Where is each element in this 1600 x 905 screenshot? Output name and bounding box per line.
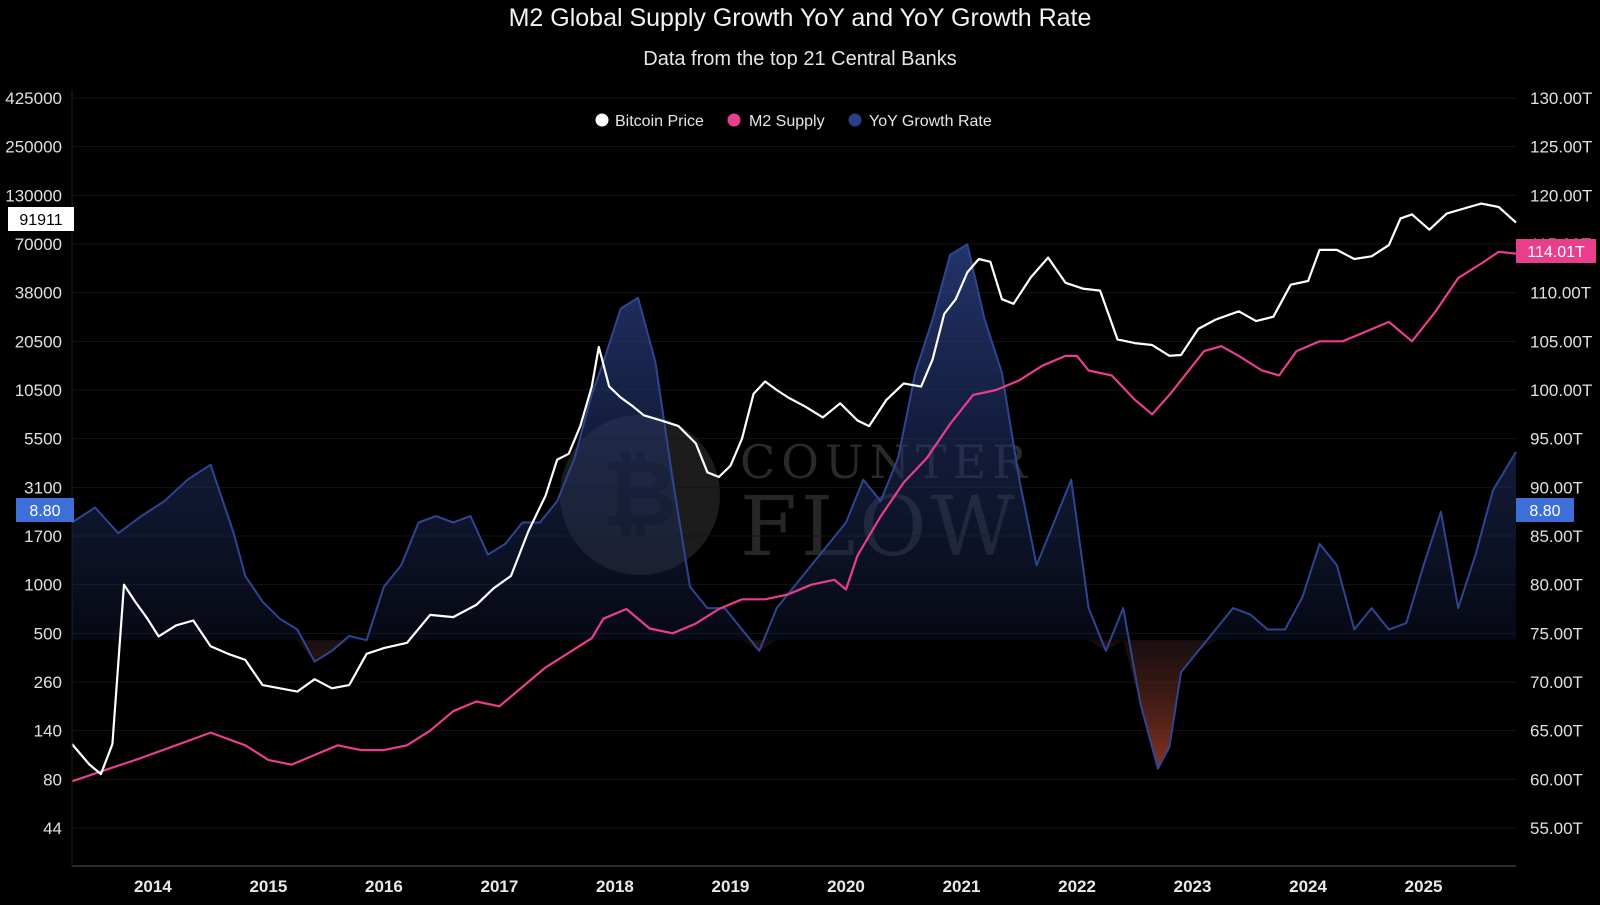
x-tick-label: 2021: [943, 877, 981, 896]
yoy-area: [72, 244, 1516, 769]
yoy-right-value-badge: 8.80: [1516, 498, 1574, 522]
y-left-tick-label: 425000: [5, 89, 62, 108]
legend: Bitcoin Price M2 Supply YoY Growth Rate: [595, 113, 992, 130]
y-left-tick-label: 5500: [24, 430, 62, 449]
y-left-tick-label: 38000: [15, 284, 62, 303]
yoy-right-badge-bg: [1516, 498, 1574, 522]
y-left-tick-label: 70000: [15, 235, 62, 254]
y-right-tick-label: 60.00T: [1530, 770, 1583, 789]
m2-badge-bg: [1516, 239, 1596, 263]
m2-value-badge: 114.01T: [1516, 239, 1596, 263]
x-tick-label: 2016: [365, 877, 403, 896]
chart-subtitle: Data from the top 21 Central Banks: [643, 48, 957, 70]
y-left-tick-label: 1700: [24, 527, 62, 546]
legend-marker-yoy: [848, 113, 862, 127]
x-tick-label: 2018: [596, 877, 634, 896]
y-left-tick-label: 44: [43, 819, 62, 838]
x-tick-label: 2024: [1289, 877, 1327, 896]
yoy-series: [71, 243, 1517, 770]
legend-label-m2[interactable]: M2 Supply: [749, 113, 825, 130]
y-right-tick-label: 105.00T: [1530, 332, 1592, 351]
gridlines: [72, 97, 1516, 829]
yoy-left-badge-text: 8.80: [29, 503, 60, 520]
y-right-tick-label: 55.00T: [1530, 819, 1583, 838]
y-left-tick-label: 250000: [5, 138, 62, 157]
y-right-tick-label: 130.00T: [1530, 89, 1592, 108]
legend-marker-m2: [727, 113, 741, 127]
y-right-tick-label: 75.00T: [1530, 624, 1583, 643]
x-tick-label: 2022: [1058, 877, 1096, 896]
x-tick-label: 2025: [1405, 877, 1443, 896]
y-right-tick-label: 95.00T: [1530, 430, 1583, 449]
yoy-right-badge-text: 8.80: [1529, 503, 1560, 520]
bitcoin-badge-text: 91911: [19, 212, 62, 229]
x-tick-label: 2015: [249, 877, 287, 896]
y-left-tick-label: 140: [34, 722, 62, 741]
y-right-tick-label: 85.00T: [1530, 527, 1583, 546]
bitcoin-line: [71, 202, 1517, 776]
legend-label-bitcoin[interactable]: Bitcoin Price: [615, 113, 704, 130]
x-tick-label: 2023: [1174, 877, 1212, 896]
y-left-tick-label: 260: [34, 673, 62, 692]
x-tick-label: 2017: [481, 877, 519, 896]
y-right-tick-label: 70.00T: [1530, 673, 1583, 692]
x-tick-label: 2019: [712, 877, 750, 896]
chart-title: M2 Global Supply Growth YoY and YoY Grow…: [508, 4, 1092, 32]
y-right-tick-label: 65.00T: [1530, 722, 1583, 741]
legend-label-yoy[interactable]: YoY Growth Rate: [869, 113, 992, 130]
y-right-tick-label: 80.00T: [1530, 576, 1583, 595]
y-right-tick-label: 100.00T: [1530, 381, 1592, 400]
m2-line: [71, 250, 1517, 783]
bitcoin-series: [71, 202, 1517, 776]
y-left-tick-label: 500: [34, 624, 62, 643]
yoy-line: [71, 243, 1517, 770]
yoy-left-value-badge: 8.80: [16, 498, 74, 522]
bitcoin-value-badge: 91911: [8, 207, 74, 231]
y-right-tick-label: 90.00T: [1530, 478, 1583, 497]
y-left-tick-label: 20500: [15, 332, 62, 351]
y-left-tick-label: 130000: [5, 186, 62, 205]
yoy-left-badge-bg: [16, 498, 74, 522]
yoy-negative-area: [72, 640, 1516, 769]
y-left-tick-label: 3100: [24, 478, 62, 497]
y-left-tick-label: 80: [43, 770, 62, 789]
y-left-tick-label: 1000: [24, 576, 62, 595]
y-right-tick-label: 125.00T: [1530, 138, 1592, 157]
x-tick-label: 2020: [827, 877, 865, 896]
x-tick-label: 2014: [134, 877, 172, 896]
y-right-tick-label: 120.00T: [1530, 186, 1592, 205]
bitcoin-badge-bg: [8, 207, 74, 231]
m2-series: [71, 250, 1517, 783]
legend-marker-bitcoin: [595, 113, 609, 127]
m2-badge-text: 114.01T: [1527, 244, 1585, 261]
y-left-tick-label: 10500: [15, 381, 62, 400]
y-right-tick-label: 110.00T: [1530, 284, 1591, 303]
